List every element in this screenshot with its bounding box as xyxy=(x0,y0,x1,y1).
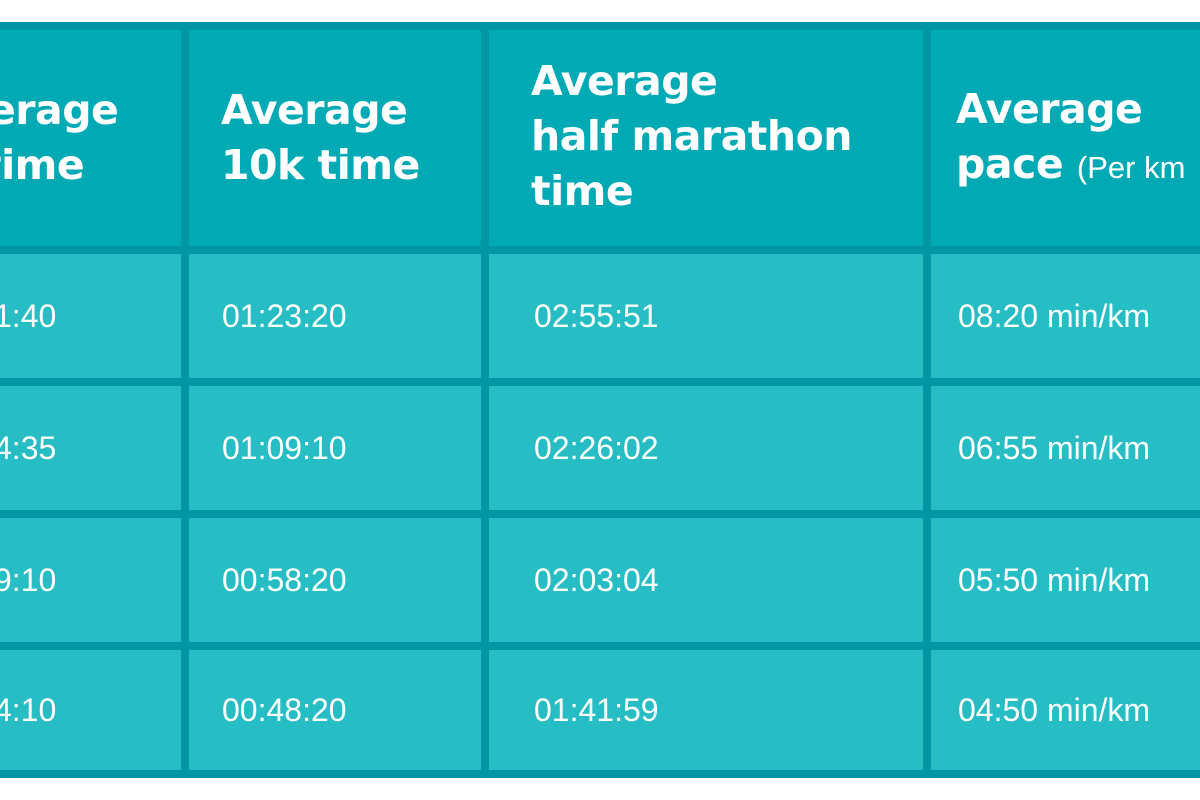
cell-text: 02:03:04 xyxy=(534,561,659,598)
header-5k-line2: time xyxy=(0,141,85,189)
table-cell: 00:48:20 xyxy=(189,650,481,770)
header-5k-line1: erage xyxy=(0,86,119,134)
header-half-line1: Average xyxy=(531,56,718,105)
header-cell-5k: erage time xyxy=(0,30,181,246)
cell-text: 02:55:51 xyxy=(534,297,659,334)
cell-text: 05:50 min/km xyxy=(958,561,1151,598)
table-cell: 04:50 min/km xyxy=(931,650,1200,770)
table-cell: 08:20 min/km xyxy=(931,254,1200,378)
table-cell: 4:35 xyxy=(0,386,181,510)
table-cell: 06:55 min/km xyxy=(931,386,1200,510)
table-cell: 02:26:02 xyxy=(489,386,923,510)
cell-text: 1:40 xyxy=(0,297,57,334)
cell-text: 02:26:02 xyxy=(534,429,659,466)
table-cell: 00:58:20 xyxy=(189,518,481,642)
cell-text: 4:10 xyxy=(0,691,57,728)
cell-text: 04:50 min/km xyxy=(958,691,1151,728)
header-half-line2: half marathon xyxy=(531,111,852,160)
header-pace-suffix: (Per km xyxy=(1076,149,1186,185)
header-cell-half-marathon: Average half marathon time xyxy=(489,30,923,246)
cell-text: 01:23:20 xyxy=(222,297,347,334)
table-cell: 01:23:20 xyxy=(189,254,481,378)
table-cell: 02:55:51 xyxy=(489,254,923,378)
cell-text: 01:41:59 xyxy=(534,691,659,728)
cell-text: 4:35 xyxy=(0,429,57,466)
cell-text: 06:55 min/km xyxy=(958,429,1151,466)
cell-text: 00:58:20 xyxy=(222,561,347,598)
cell-text: 00:48:20 xyxy=(222,691,347,728)
table-cell: 02:03:04 xyxy=(489,518,923,642)
table-cell: 01:09:10 xyxy=(189,386,481,510)
header-10k-line2: 10k time xyxy=(221,141,420,189)
table-cell: 9:10 xyxy=(0,518,181,642)
header-pace-line1: Average xyxy=(956,84,1143,133)
table-cell: 05:50 min/km xyxy=(931,518,1200,642)
cell-text: 01:09:10 xyxy=(222,429,347,466)
header-10k-line1: Average xyxy=(221,86,408,134)
header-cell-10k: Average 10k time xyxy=(189,30,481,246)
table-cell: 1:40 xyxy=(0,254,181,378)
running-times-table: erage time Average 10k time Average half… xyxy=(0,22,1200,778)
header-half-line3: time xyxy=(531,166,634,215)
header-cell-pace: Average pace (Per km xyxy=(931,30,1200,246)
cell-text: 08:20 min/km xyxy=(958,297,1151,334)
cell-text: 9:10 xyxy=(0,561,57,598)
table-cell: 01:41:59 xyxy=(489,650,923,770)
header-pace-line2: pace xyxy=(956,139,1064,188)
table-cell: 4:10 xyxy=(0,650,181,770)
